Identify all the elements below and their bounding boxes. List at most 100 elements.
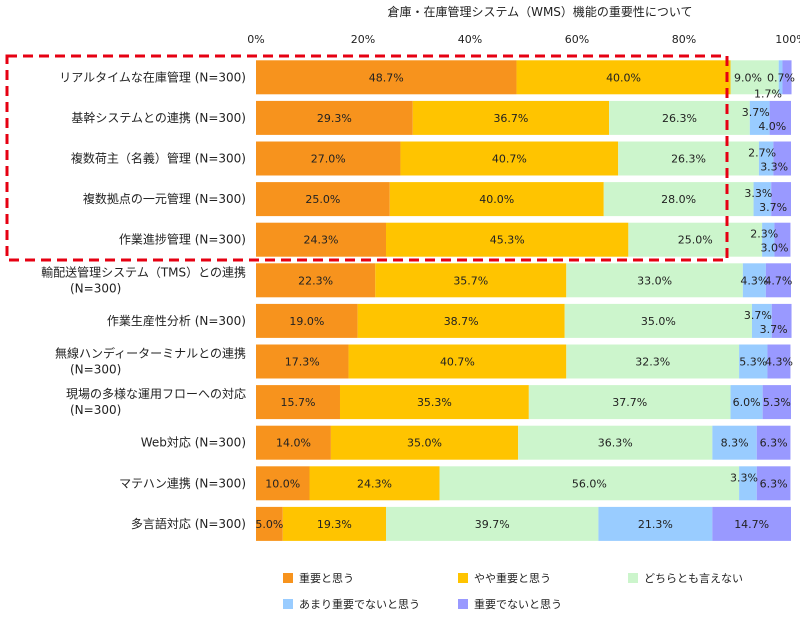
bar-segment bbox=[256, 141, 401, 176]
category-label: 無線ハンディーターミナルとの連携(N=300) bbox=[55, 346, 246, 377]
bar-segment bbox=[386, 222, 629, 257]
category-label: 基幹システムとの連携 (N=300) bbox=[71, 110, 246, 125]
bar-segment bbox=[618, 141, 759, 176]
bar-segment bbox=[256, 344, 349, 379]
chart-legend: 重要と思う やや重要と思う どちらとも言えない あまり重要でないと思う 重要でな… bbox=[283, 568, 793, 614]
data-label: 27.0% bbox=[311, 153, 346, 166]
data-label: 3.3% bbox=[760, 161, 788, 174]
data-label: 21.3% bbox=[638, 518, 673, 531]
bar-segment bbox=[712, 425, 757, 460]
bar-segment bbox=[773, 141, 791, 176]
bar-segment bbox=[774, 222, 791, 257]
data-label: 32.3% bbox=[635, 356, 670, 369]
bar-segment bbox=[400, 141, 619, 176]
data-label: 15.7% bbox=[281, 396, 316, 409]
bar-segment bbox=[516, 60, 731, 95]
bar-segment bbox=[782, 60, 792, 95]
bar-segment bbox=[256, 425, 331, 460]
data-label: 19.0% bbox=[289, 315, 324, 328]
data-label: 6.3% bbox=[760, 437, 788, 450]
legend-swatch bbox=[283, 599, 293, 609]
data-label: 6.0% bbox=[733, 396, 761, 409]
bar-segment bbox=[771, 182, 791, 217]
data-label: 33.0% bbox=[637, 274, 672, 287]
bar-segment bbox=[256, 506, 283, 541]
bar-segment bbox=[348, 344, 567, 379]
bar-segment bbox=[256, 466, 310, 501]
bar-segment bbox=[762, 385, 791, 420]
data-label: 4.0% bbox=[758, 120, 786, 133]
data-label: 2.7% bbox=[748, 147, 776, 160]
bar-segment bbox=[566, 344, 740, 379]
data-label: 3.3% bbox=[730, 471, 758, 484]
legend-label: どちらとも言えない bbox=[644, 572, 743, 585]
bar-segment bbox=[598, 506, 713, 541]
bar-segment bbox=[282, 506, 387, 541]
data-label: 48.7% bbox=[369, 71, 404, 84]
data-label: 22.3% bbox=[298, 274, 333, 287]
data-label: 4.7% bbox=[764, 274, 792, 287]
category-label: 複数拠点の一元管理 (N=300) bbox=[83, 191, 246, 206]
bar-segment bbox=[389, 182, 604, 217]
bar-segment bbox=[564, 303, 752, 338]
data-label: 10.0% bbox=[265, 477, 300, 490]
bar-segment bbox=[256, 100, 413, 135]
x-tick-label: 100% bbox=[775, 33, 800, 46]
bar-segment bbox=[769, 100, 791, 135]
legend-swatch bbox=[283, 573, 293, 583]
category-label: 多言語対応 (N=300) bbox=[131, 516, 246, 531]
legend-label: 重要と思う bbox=[299, 572, 354, 585]
data-label: 37.7% bbox=[612, 396, 647, 409]
data-label: 5.0% bbox=[255, 518, 283, 531]
data-label: 14.7% bbox=[734, 518, 769, 531]
data-label: 3.7% bbox=[742, 106, 770, 119]
bar-segment bbox=[730, 60, 779, 95]
bar-segment bbox=[330, 425, 519, 460]
data-label: 3.7% bbox=[760, 323, 788, 336]
bar-segment bbox=[256, 263, 376, 298]
bar-segment bbox=[771, 303, 792, 338]
bar-segment bbox=[386, 506, 599, 541]
bar-segment bbox=[756, 425, 791, 460]
bar-segment bbox=[256, 385, 340, 420]
category-label: マテハン連携 (N=300) bbox=[119, 475, 246, 490]
bar-segment bbox=[439, 466, 740, 501]
bar-segment bbox=[309, 466, 440, 501]
legend-item: やや重要と思う bbox=[458, 570, 551, 586]
legend-swatch bbox=[628, 573, 638, 583]
data-label: 38.7% bbox=[444, 315, 479, 328]
legend-swatch bbox=[458, 573, 468, 583]
data-label: 40.7% bbox=[440, 356, 475, 369]
legend-label: あまり重要でないと思う bbox=[299, 598, 420, 611]
bar-segment bbox=[778, 60, 783, 95]
data-label: 9.0% bbox=[734, 71, 762, 84]
bar-segment bbox=[730, 385, 763, 420]
bar-segment bbox=[712, 506, 791, 541]
x-tick-label: 60% bbox=[565, 33, 589, 46]
data-label: 4.3% bbox=[765, 356, 793, 369]
data-label: 36.3% bbox=[598, 437, 633, 450]
legend-label: やや重要と思う bbox=[474, 572, 551, 585]
bar-segment bbox=[566, 263, 743, 298]
bar-segment bbox=[751, 303, 772, 338]
data-label: 28.0% bbox=[661, 193, 696, 206]
category-label: 輸配送管理システム（TMS）との連携(N=300) bbox=[41, 264, 246, 295]
data-label: 36.7% bbox=[493, 112, 528, 125]
bar-segment bbox=[753, 182, 772, 217]
data-label: 45.3% bbox=[490, 234, 525, 247]
bar-segment bbox=[412, 100, 610, 135]
data-label: 26.3% bbox=[671, 153, 706, 166]
x-tick-label: 40% bbox=[458, 33, 482, 46]
x-tick-label: 80% bbox=[672, 33, 696, 46]
data-label: 5.3% bbox=[739, 356, 767, 369]
bar-segment bbox=[528, 385, 731, 420]
category-label: 現場の多様な運用フローへの対応(N=300) bbox=[66, 387, 246, 417]
data-label: 26.3% bbox=[662, 112, 697, 125]
bar-segment bbox=[739, 466, 757, 501]
data-label: 35.0% bbox=[641, 315, 676, 328]
bar-segment bbox=[339, 385, 529, 420]
data-label: 17.3% bbox=[285, 356, 320, 369]
highlight-box bbox=[5, 54, 729, 262]
data-label: 5.3% bbox=[763, 396, 791, 409]
